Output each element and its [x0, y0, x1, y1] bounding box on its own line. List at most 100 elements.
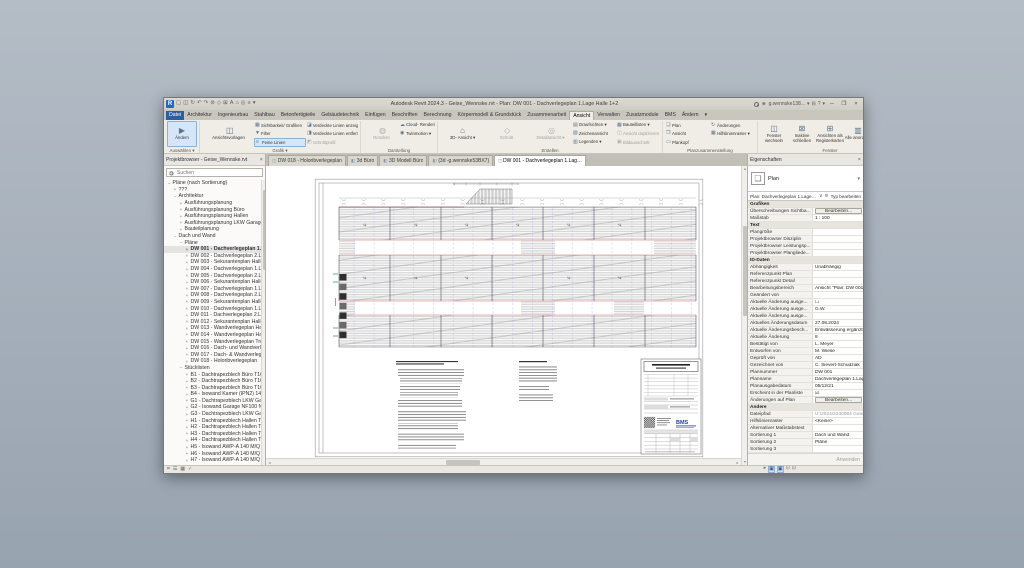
tree-item[interactable]: +DW 002 - Dachverlegeplan 2.Lage — [185, 252, 262, 259]
ribbon-button[interactable]: ▦ Hilfslinienraster ▾ — [711, 130, 750, 137]
tree-item[interactable]: − Architektur — [173, 193, 204, 200]
search-icon[interactable] — [753, 101, 759, 107]
view-tab[interactable]: ◧ 3D Modell Büro — [379, 155, 428, 166]
expander-icon[interactable]: + — [185, 292, 189, 298]
ribbon-tab[interactable]: Ansicht — [569, 111, 595, 120]
qat-icon[interactable]: ◇ — [216, 100, 222, 107]
tree-item[interactable]: +DW 005 - Dachverlegeplan 2.Lage — [185, 272, 262, 279]
tree-item[interactable]: +DW 013 - Wandverlegeplan Halle 1 — [185, 325, 262, 332]
ribbon-button[interactable]: ▣ Bildausschnitt — [617, 138, 650, 145]
group-label[interactable]: Darstellung — [387, 148, 411, 153]
expander-icon[interactable]: + — [185, 325, 189, 331]
ribbon-button[interactable]: ◉ Twinmotion ▾ — [400, 130, 432, 137]
ribbon-button[interactable]: ◎ Detailansicht ▾ — [536, 126, 565, 141]
tree-item[interactable]: + Ausführungsplanung LKW Garage — [179, 219, 262, 226]
group-label[interactable]: Grafik ▾ — [272, 148, 288, 153]
tree-item[interactable]: + DW 016 - Dach- und Wandverlege — [185, 345, 262, 352]
expander-icon[interactable]: − — [173, 233, 177, 239]
chevron-down-icon[interactable]: ▾ — [857, 175, 860, 182]
property-row[interactable]: Sortierung 1 Dach und Wand — [748, 432, 863, 439]
expander-icon[interactable]: + — [185, 411, 189, 417]
expander-icon[interactable]: + — [185, 312, 189, 318]
ribbon-tab[interactable]: Einfügen — [365, 112, 386, 118]
ribbon-button[interactable]: ◫ Ansichtsvorlagen — [212, 126, 245, 141]
status-icon[interactable]: ▣ — [776, 466, 784, 473]
chevron-down-icon[interactable]: ∨ — [819, 193, 823, 198]
status-icon[interactable]: ⌗ — [167, 466, 170, 472]
ribbon-button[interactable]: ⊠ Inaktive schließen — [792, 124, 812, 143]
ribbon-button[interactable]: ▥ Legenden ▾ — [573, 138, 602, 145]
qat-icon[interactable]: ◎ — [240, 100, 246, 107]
property-row[interactable]: Abhängigkeit Unabhängig — [748, 264, 863, 271]
expander-icon[interactable]: + — [185, 246, 189, 252]
tree-item[interactable]: + G2 - Isowand Garage NF100 N/Q — [185, 404, 262, 411]
ribbon-tab[interactable]: Zusatzmodule — [625, 112, 659, 118]
view-tab[interactable]: ◫DW 001 - Dachverlegeplan 1.Lage Halle 1… — [494, 155, 587, 166]
apply-button[interactable]: Anwenden — [836, 456, 860, 463]
property-row[interactable]: Erscheint in der Planliste ☑ — [748, 390, 863, 397]
view-tab[interactable]: ◫ DW 018 - Holoribverlegeplan — [268, 155, 346, 166]
tree-item[interactable]: +DW 004 - Dachverlegeplan 1.Lage — [185, 266, 262, 273]
tree-item[interactable]: − Dach und Wand — [173, 233, 216, 240]
qat-icon[interactable]: ◫ — [183, 100, 189, 107]
expander-icon[interactable]: + — [185, 372, 189, 378]
help-dropdown-icon[interactable]: ▾ — [822, 101, 825, 107]
property-row[interactable]: Andere — [748, 404, 863, 411]
property-row[interactable]: Planausgabedatum 05/12/21 — [748, 383, 863, 390]
browser-search[interactable] — [166, 168, 263, 177]
property-row[interactable]: Alternativer Maßstabstext — [748, 425, 863, 432]
tree-item[interactable]: +B3 - Dachtrapezblech Büro T165/2 — [185, 384, 262, 391]
expander-icon[interactable]: + — [185, 345, 189, 351]
tree-item[interactable]: +G1 - Dachtrapezblech LKW Garage — [185, 397, 262, 404]
expander-icon[interactable]: + — [185, 437, 189, 443]
ribbon-tab[interactable]: Stahlbau — [254, 112, 275, 118]
expander-icon[interactable]: + — [185, 339, 189, 345]
tree-item[interactable]: +H3 - Dachtrapezblech Hallen T150/ — [185, 430, 262, 437]
app-store-icon[interactable]: ⊟ — [811, 101, 816, 107]
expander-icon[interactable]: + — [185, 279, 189, 285]
tree-item[interactable]: + DW 017 - Dach- & Wandverlegepl — [185, 351, 262, 358]
edit-type-button[interactable]: Typ bearbeiten — [830, 193, 861, 199]
property-row[interactable]: Gezeichnet von C. Sievert-Schudziak — [748, 362, 863, 369]
ribbon-button[interactable]: ❐ Ansicht — [666, 130, 687, 137]
property-row[interactable]: Überschreibungen Sichtba... Bearbeiten... — [748, 208, 863, 215]
tree-item[interactable]: +??? — [173, 186, 188, 193]
ribbon-button[interactable]: ▨ Zeichenansicht — [573, 130, 608, 137]
expander-icon[interactable]: + — [185, 266, 189, 272]
restore-button[interactable]: ❐ — [841, 101, 847, 107]
ribbon-tab[interactable]: Ändern — [681, 112, 699, 118]
expander-icon[interactable]: + — [179, 213, 183, 219]
expander-icon[interactable]: − — [179, 240, 183, 246]
expander-icon[interactable]: + — [173, 187, 177, 193]
property-row[interactable]: Referenzpunkt Plan — [748, 271, 863, 278]
tree-item[interactable]: − Pläne — [179, 239, 198, 246]
search-input[interactable] — [175, 168, 261, 177]
property-row[interactable]: Plangröße — [748, 229, 863, 236]
tree-item[interactable]: +DW 015 - Wandverlegeplan Trennw — [185, 338, 262, 345]
ribbon-button[interactable]: ≡ Feine Linien — [254, 138, 306, 147]
property-row[interactable]: Projektbrowser Leistungsp... — [748, 243, 863, 250]
account-name[interactable]: g.wennske138... — [768, 101, 805, 107]
group-label[interactable]: Erstellen — [541, 148, 559, 153]
tree-item[interactable]: +B1 - Dachtrapezblech Büro T165/2 — [185, 371, 262, 378]
expander-icon[interactable]: + — [185, 273, 189, 279]
expander-icon[interactable]: + — [185, 431, 189, 437]
ribbon-button[interactable]: ⌂ 3D- Ansicht ▾ — [449, 126, 476, 141]
ribbon-tab[interactable]: Betonfertigteile — [280, 112, 316, 118]
property-row[interactable]: Plannummer DW 001 — [748, 369, 863, 376]
qat-icon[interactable]: ▢ — [176, 100, 182, 107]
group-label[interactable]: Auswählen ▾ — [169, 148, 195, 153]
ribbon-tab[interactable]: BMS — [664, 112, 676, 118]
property-row[interactable]: Maßstab 1 : 100 — [748, 215, 863, 222]
expander-icon[interactable]: + — [185, 404, 189, 410]
account-dropdown-icon[interactable]: ▾ — [806, 101, 810, 107]
ribbon-button[interactable]: ❏ Plan — [666, 121, 681, 128]
expander-icon[interactable]: + — [185, 286, 189, 292]
property-row[interactable]: Projektbrowser Disziplin — [748, 236, 863, 243]
close-button[interactable]: × — [854, 101, 858, 107]
expander-icon[interactable]: + — [185, 385, 189, 391]
expander-icon[interactable]: + — [185, 424, 189, 430]
ribbon-button[interactable]: ◇ Schnitt — [499, 126, 514, 141]
tree-item[interactable]: +H2 - Dachtrapezblech Hallen T150/ — [185, 424, 262, 431]
